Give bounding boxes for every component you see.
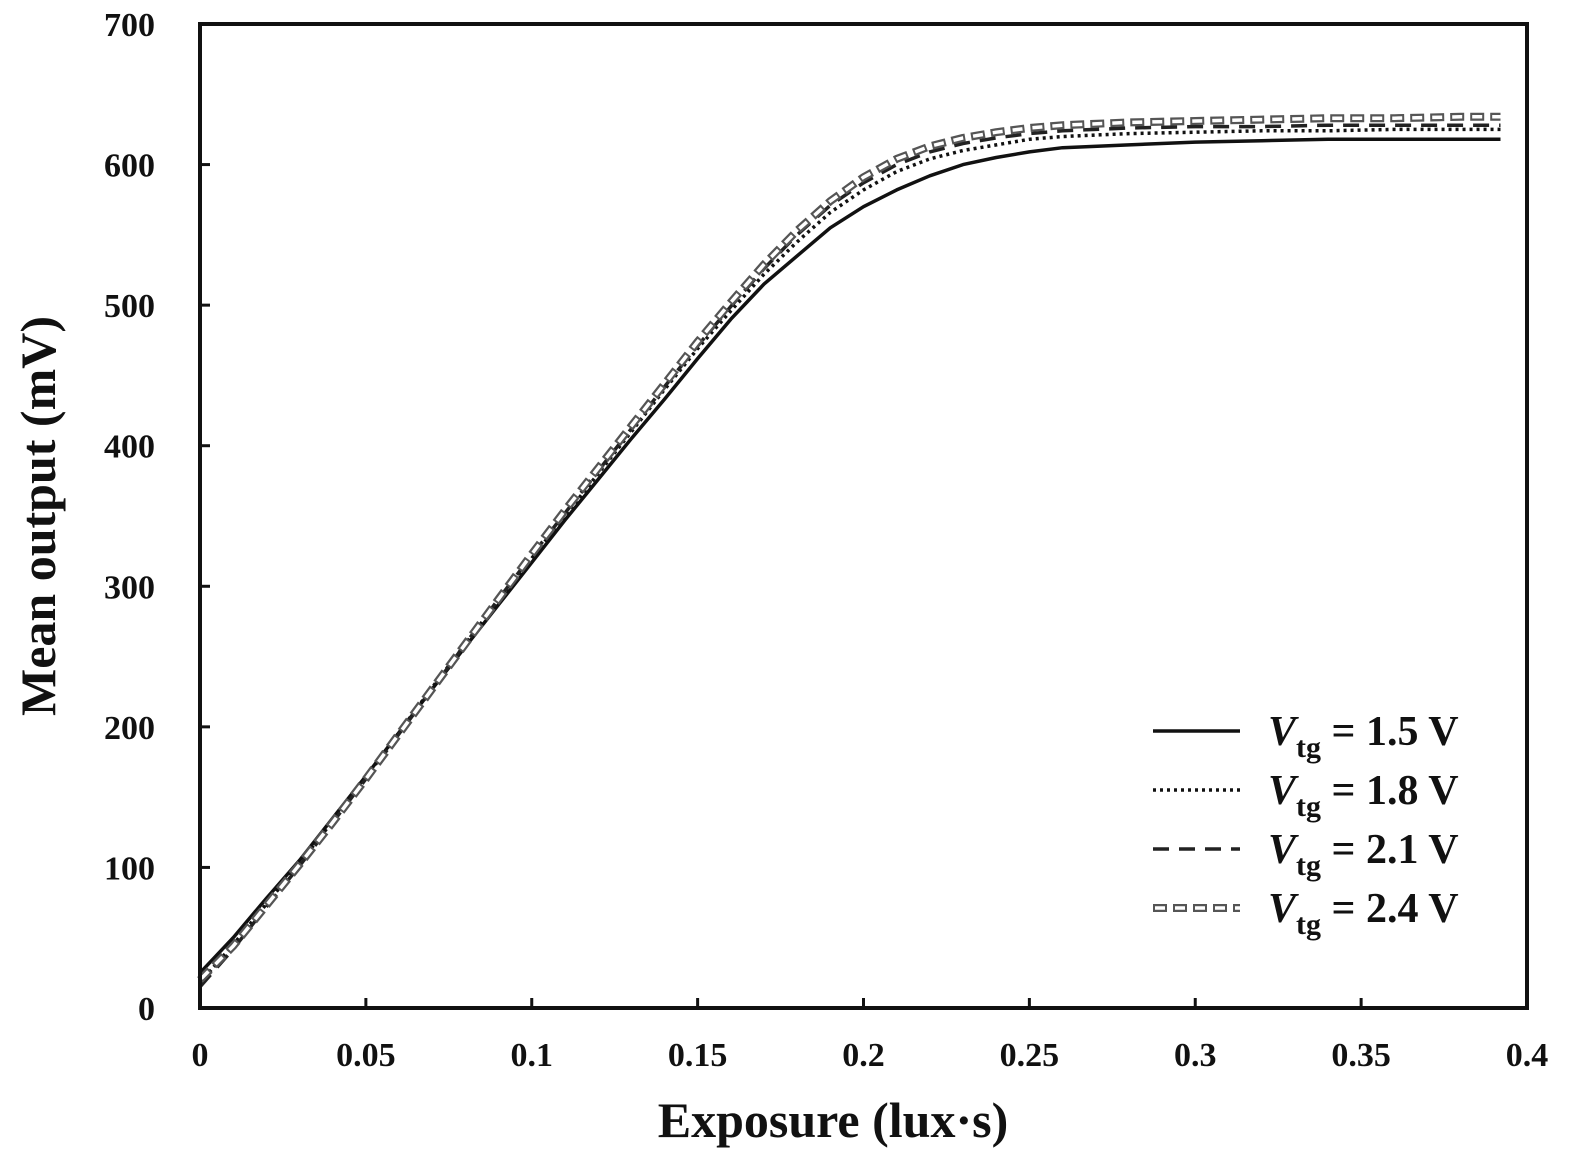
legend-label-1: Vtg = 1.5 V — [1268, 709, 1459, 764]
legend-var: V — [1268, 709, 1299, 755]
legend-subscript: tg — [1296, 790, 1321, 823]
x-tick-label: 0.35 — [1331, 1037, 1391, 1074]
y-tick-label: 200 — [104, 710, 155, 747]
series-line-2 — [198, 127, 1501, 984]
y-tick-label: 500 — [104, 288, 155, 325]
legend-var: V — [1268, 768, 1299, 814]
x-axis-title: Exposure (lux·s) — [658, 1092, 1009, 1148]
legend-subscript: tg — [1296, 908, 1321, 941]
y-tick-label: 300 — [104, 569, 155, 606]
legend-label-3: Vtg = 2.1 V — [1268, 827, 1459, 882]
series-layer — [197, 112, 1501, 989]
legend-value: = 1.5 V — [1321, 709, 1459, 755]
legend-subscript: tg — [1296, 731, 1321, 764]
x-axis: 0 0.05 0.1 0.15 0.2 0.25 0.3 0.35 0.4 — [192, 998, 1549, 1074]
legend-var: V — [1268, 827, 1299, 873]
legend-value: = 2.1 V — [1321, 827, 1459, 873]
x-tick-label: 0.1 — [511, 1037, 554, 1074]
x-tick-label: 0 — [192, 1037, 209, 1074]
y-axis-title: Mean output (mV) — [10, 316, 66, 716]
y-tick-label: 100 — [104, 850, 155, 887]
x-tick-label: 0.15 — [668, 1037, 728, 1074]
x-tick-label: 0.25 — [1000, 1037, 1060, 1074]
legend-label-4: Vtg = 2.4 V — [1268, 886, 1459, 941]
x-tick-label: 0.4 — [1506, 1037, 1549, 1074]
y-tick-label: 700 — [104, 7, 155, 44]
x-tick-label: 0.3 — [1174, 1037, 1217, 1074]
x-tick-label: 0.05 — [336, 1037, 396, 1074]
y-tick-label: 400 — [104, 429, 155, 466]
legend-value: = 1.8 V — [1321, 768, 1459, 814]
series-line-1 — [198, 137, 1501, 975]
y-tick-label: 600 — [104, 148, 155, 185]
y-axis: 0 100 200 300 400 500 600 700 — [104, 7, 210, 1028]
legend-var: V — [1268, 886, 1299, 932]
legend-label-2: Vtg = 1.8 V — [1268, 768, 1459, 823]
series-line-4-inner — [198, 115, 1501, 982]
y-tick-label: 0 — [138, 991, 155, 1028]
legend-value: = 2.4 V — [1321, 886, 1459, 932]
x-tick-label: 0.2 — [842, 1037, 885, 1074]
legend-subscript: tg — [1296, 849, 1321, 882]
